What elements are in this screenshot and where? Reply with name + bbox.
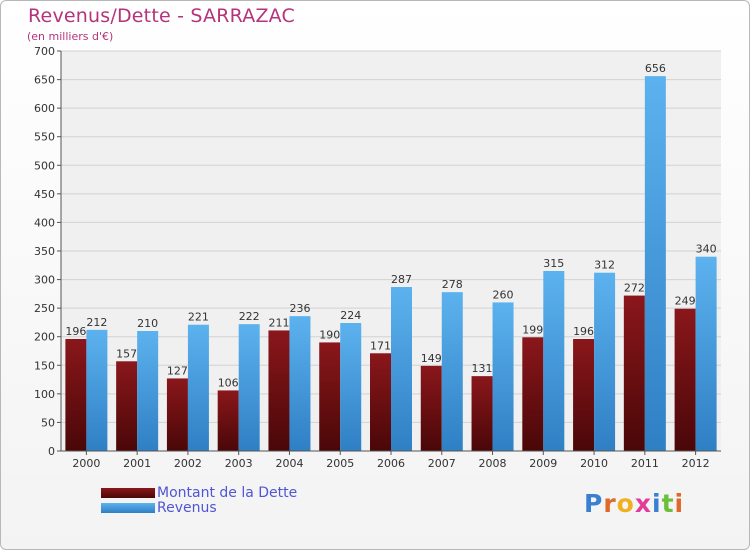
value-label-revenue-2009: 315: [543, 257, 564, 270]
y-tick-label: 250: [34, 302, 55, 315]
value-label-debt-2010: 196: [573, 325, 594, 338]
value-label-revenue-2006: 287: [391, 273, 412, 286]
y-tick-label: 400: [34, 216, 55, 229]
legend-label-revenue: Revenus: [157, 499, 217, 516]
x-tick-label: 2005: [326, 457, 354, 470]
bar-revenue-2009: [543, 271, 565, 451]
x-tick-label: 2006: [377, 457, 405, 470]
bar-revenue-2005: [340, 323, 362, 451]
chart-legend: Montant de la Dette Revenus: [101, 484, 298, 516]
value-label-revenue-2003: 222: [239, 310, 260, 323]
value-label-debt-2006: 171: [370, 339, 391, 352]
bar-debt-2008: [471, 376, 493, 451]
bar-revenue-2001: [137, 331, 159, 451]
chart-subtitle: (en milliers d'€): [27, 30, 114, 43]
bar-debt-2005: [319, 342, 341, 451]
y-tick-label: 600: [34, 102, 55, 115]
x-tick-label: 2002: [174, 457, 202, 470]
bar-debt-2003: [217, 390, 239, 451]
value-label-debt-2008: 131: [472, 362, 493, 375]
bar-revenue-2012: [695, 256, 717, 451]
value-label-debt-2002: 127: [167, 364, 188, 377]
value-label-revenue-2004: 236: [289, 302, 310, 315]
value-label-debt-2012: 249: [675, 295, 696, 308]
bar-revenue-2007: [441, 292, 463, 451]
y-tick-label: 650: [34, 74, 55, 87]
value-label-revenue-2011: 656: [645, 62, 666, 75]
bar-debt-2004: [268, 330, 290, 451]
value-label-debt-2005: 190: [319, 328, 340, 341]
bar-revenue-2000: [86, 329, 108, 451]
value-label-revenue-2000: 212: [86, 316, 107, 329]
value-label-revenue-2007: 278: [442, 278, 463, 291]
bar-debt-2007: [420, 365, 442, 451]
bar-revenue-2010: [594, 272, 616, 451]
x-tick-label: 2011: [631, 457, 659, 470]
y-tick-label: 300: [34, 274, 55, 287]
bar-revenue-2008: [492, 302, 514, 451]
bar-revenue-2003: [238, 324, 260, 451]
bar-debt-2006: [370, 353, 391, 451]
bar-debt-2012: [674, 308, 696, 451]
value-label-revenue-2010: 312: [594, 259, 615, 272]
x-tick-label: 2009: [529, 457, 557, 470]
y-tick-label: 550: [34, 131, 55, 144]
value-label-debt-2011: 272: [624, 282, 645, 295]
value-label-debt-2001: 157: [116, 347, 137, 360]
bar-revenue-2004: [289, 316, 311, 451]
x-tick-label: 2001: [123, 457, 151, 470]
value-label-debt-2007: 149: [421, 352, 442, 365]
bar-revenue-2011: [644, 76, 666, 452]
proxiti-logo: Proxiti: [584, 489, 685, 518]
y-tick-label: 0: [48, 445, 55, 458]
value-label-debt-2003: 106: [218, 376, 239, 389]
x-tick-label: 2012: [682, 457, 710, 470]
legend-item-revenue: Revenus: [101, 499, 297, 516]
x-tick-label: 2007: [428, 457, 456, 470]
value-label-revenue-2012: 340: [696, 243, 717, 256]
y-tick-label: 350: [34, 245, 55, 258]
y-tick-label: 50: [41, 416, 55, 429]
chart-title: Revenus/Dette - SARRAZAC: [28, 5, 295, 27]
value-label-debt-2000: 196: [65, 325, 86, 338]
bar-debt-2009: [522, 337, 544, 451]
x-tick-label: 2010: [580, 457, 608, 470]
value-label-revenue-2005: 224: [340, 309, 361, 322]
legend-swatch-revenue: [101, 502, 155, 513]
legend-item-debt: Montant de la Dette: [101, 484, 298, 501]
bar-debt-2011: [623, 295, 645, 451]
bar-debt-2000: [65, 339, 87, 451]
value-label-revenue-2002: 221: [188, 311, 209, 324]
bar-debt-2010: [573, 339, 595, 451]
bar-revenue-2002: [187, 324, 209, 451]
y-tick-label: 500: [34, 159, 55, 172]
y-tick-label: 100: [34, 388, 55, 401]
y-tick-label: 200: [34, 331, 55, 344]
x-tick-label: 2008: [479, 457, 507, 470]
x-tick-label: 2003: [225, 457, 253, 470]
x-tick-label: 2004: [275, 457, 303, 470]
bar-debt-2001: [116, 361, 138, 451]
y-tick-label: 150: [34, 359, 55, 372]
legend-label-debt: Montant de la Dette: [157, 484, 298, 501]
y-tick-label: 700: [34, 45, 55, 58]
value-label-debt-2009: 199: [522, 323, 543, 336]
value-label-revenue-2008: 260: [493, 288, 514, 301]
x-tick-label: 2000: [72, 457, 100, 470]
bar-debt-2002: [166, 378, 188, 451]
bar-revenue-2006: [391, 287, 412, 451]
value-label-revenue-2001: 210: [137, 317, 158, 330]
y-tick-label: 450: [34, 188, 55, 201]
legend-swatch-debt: [101, 487, 155, 498]
value-label-debt-2004: 211: [268, 316, 289, 329]
